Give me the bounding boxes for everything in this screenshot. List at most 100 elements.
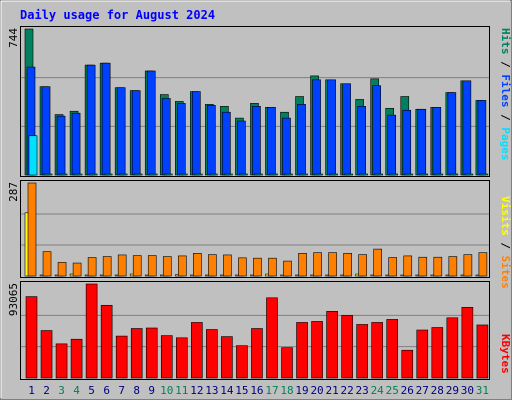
legend-bottom: KBytes <box>499 334 512 374</box>
legend-sites: Sites <box>499 256 512 289</box>
kbytes-bar <box>206 329 218 379</box>
sites-bar <box>42 251 52 277</box>
sites-bar <box>223 254 232 277</box>
files-bar <box>462 80 472 176</box>
legend-hits: Hits <box>499 28 512 55</box>
kbytes-bar <box>266 297 278 379</box>
kbytes-bar <box>311 321 323 379</box>
middle-max-label: 287 <box>7 182 20 202</box>
files-bar <box>237 120 246 176</box>
day-label: 24 <box>371 384 385 397</box>
pages-bar <box>254 173 263 176</box>
files-bar <box>207 105 216 176</box>
files-bar <box>116 87 126 176</box>
pages-bar <box>194 173 203 176</box>
kbytes-bar <box>160 335 173 379</box>
day-label: 10 <box>160 384 173 397</box>
sites-bar <box>373 248 382 277</box>
pages-bar <box>419 173 429 176</box>
day-label: 16 <box>250 384 263 397</box>
day-label: 18 <box>280 384 293 397</box>
panel-top-bars <box>24 28 489 176</box>
kbytes-bar <box>446 317 459 379</box>
sites-bar <box>193 253 202 277</box>
top-max-label: 744 <box>7 28 20 48</box>
day-label: 20 <box>310 384 323 397</box>
day-label: 12 <box>190 384 203 397</box>
sites-bar <box>463 254 473 277</box>
pages-bar <box>404 173 414 176</box>
files-bar <box>342 83 351 176</box>
sites-bar <box>448 256 458 277</box>
sites-bar <box>117 254 127 277</box>
day-label: 9 <box>148 384 155 397</box>
day-label: 27 <box>416 384 429 397</box>
pages-bar <box>28 135 38 176</box>
kbytes-bar <box>386 319 399 379</box>
sites-bar <box>313 252 322 277</box>
files-bar <box>41 86 51 176</box>
kbytes-bar <box>281 347 293 379</box>
day-label: 5 <box>88 384 95 397</box>
files-bar <box>161 98 171 176</box>
day-label: 22 <box>341 384 354 397</box>
panel-middle-bars <box>24 182 488 277</box>
kbytes-bar <box>371 322 383 379</box>
kbytes-bar <box>296 322 308 379</box>
pages-bar <box>133 173 143 176</box>
files-bar <box>477 100 487 176</box>
files-bar <box>282 117 291 176</box>
sites-bar <box>298 253 307 277</box>
sites-bar <box>27 182 37 277</box>
sites-bar <box>238 257 247 277</box>
sites-bar <box>358 254 367 277</box>
kbytes-bar <box>70 338 83 379</box>
day-labels: 1 2 3 4 5 6 7 8 9 10 11 12 13 14 15 16 17 18 19 20 21 22 23 24 2… <box>28 384 489 397</box>
kbytes-bar <box>401 349 414 379</box>
kbytes-bar <box>251 328 263 379</box>
day-label: 13 <box>205 384 218 397</box>
files-bar <box>56 115 66 176</box>
kbytes-bar <box>100 304 113 379</box>
chart-title: Daily usage for August 2024 <box>20 8 215 22</box>
files-bar <box>297 104 306 176</box>
files-bar <box>267 106 276 176</box>
files-bar <box>177 103 186 176</box>
day-label: 14 <box>220 384 234 397</box>
pages-bar <box>344 173 353 176</box>
files-bar <box>71 112 81 176</box>
pages-bar <box>374 173 383 176</box>
pages-bar <box>464 173 474 176</box>
pages-bar <box>239 173 248 176</box>
files-bar <box>146 70 156 176</box>
kbytes-bar <box>55 343 68 379</box>
sites-bar <box>102 256 112 277</box>
panel-bottom-bars <box>25 283 489 379</box>
kbytes-bar <box>40 330 53 379</box>
pages-bar <box>163 173 173 176</box>
sites-bar <box>343 253 352 277</box>
kbytes-bar <box>326 311 338 379</box>
kbytes-bar <box>115 335 128 379</box>
sites-bar <box>208 254 217 277</box>
kbytes-bar <box>145 327 158 379</box>
sites-bar <box>132 255 142 277</box>
pages-bar <box>449 173 459 176</box>
files-bar <box>86 64 96 176</box>
files-bar <box>131 90 141 176</box>
legend-visits: Visits <box>499 196 512 236</box>
day-label: 25 <box>386 384 399 397</box>
day-label: 29 <box>446 384 459 397</box>
pages-bar <box>329 173 338 176</box>
day-label: 11 <box>175 384 188 397</box>
pages-bar <box>479 173 489 176</box>
files-bar <box>432 106 442 176</box>
files-bar <box>417 108 427 176</box>
kbytes-bar <box>416 329 429 379</box>
kbytes-bar <box>221 336 233 379</box>
pages-bar <box>148 173 158 176</box>
pages-bar <box>389 173 399 176</box>
files-bar <box>252 106 261 176</box>
pages-bar <box>118 173 128 176</box>
